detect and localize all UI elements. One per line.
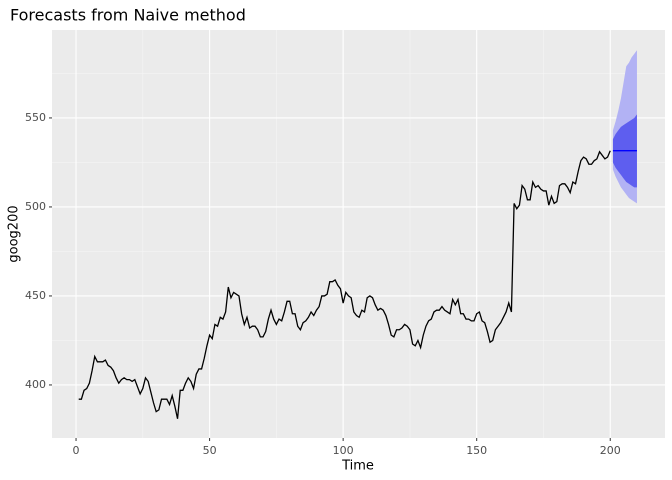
x-tick-label: 150 <box>466 444 487 457</box>
y-tick-label: 450 <box>25 289 46 302</box>
x-tick-label: 100 <box>333 444 354 457</box>
x-tick-label: 0 <box>73 444 80 457</box>
x-axis-title: Time <box>341 459 374 474</box>
y-tick-label: 550 <box>25 111 46 124</box>
y-tick-label: 400 <box>25 378 46 391</box>
chart-title: Forecasts from Naive method <box>10 6 246 25</box>
x-tick-label: 50 <box>203 444 217 457</box>
series-line <box>78 150 611 419</box>
y-tick-label: 500 <box>25 200 46 213</box>
x-tick-label: 200 <box>600 444 621 457</box>
y-axis-title: goog200 <box>7 205 22 262</box>
panel <box>52 30 665 438</box>
